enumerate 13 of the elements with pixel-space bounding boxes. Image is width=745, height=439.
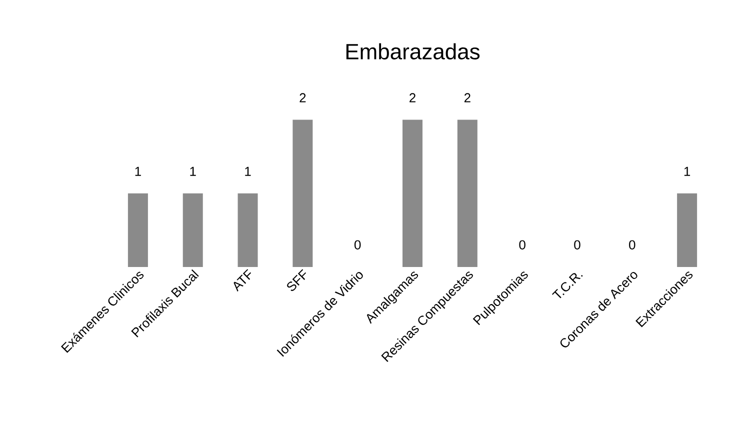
data-label: 1 <box>135 166 141 176</box>
data-label: 0 <box>519 240 526 250</box>
chart-title: Embarazadas <box>346 43 480 60</box>
data-label: 1 <box>190 166 196 176</box>
data-label: 2 <box>300 93 306 102</box>
data-label: 0 <box>629 240 636 250</box>
data-label: 0 <box>574 240 580 250</box>
data-label: 2 <box>464 93 470 102</box>
x-tick-label: SFF <box>287 269 306 291</box>
data-label: 2 <box>410 93 416 102</box>
data-label: 1 <box>684 166 690 176</box>
data-label: 1 <box>245 166 251 176</box>
data-label: 0 <box>354 240 361 250</box>
